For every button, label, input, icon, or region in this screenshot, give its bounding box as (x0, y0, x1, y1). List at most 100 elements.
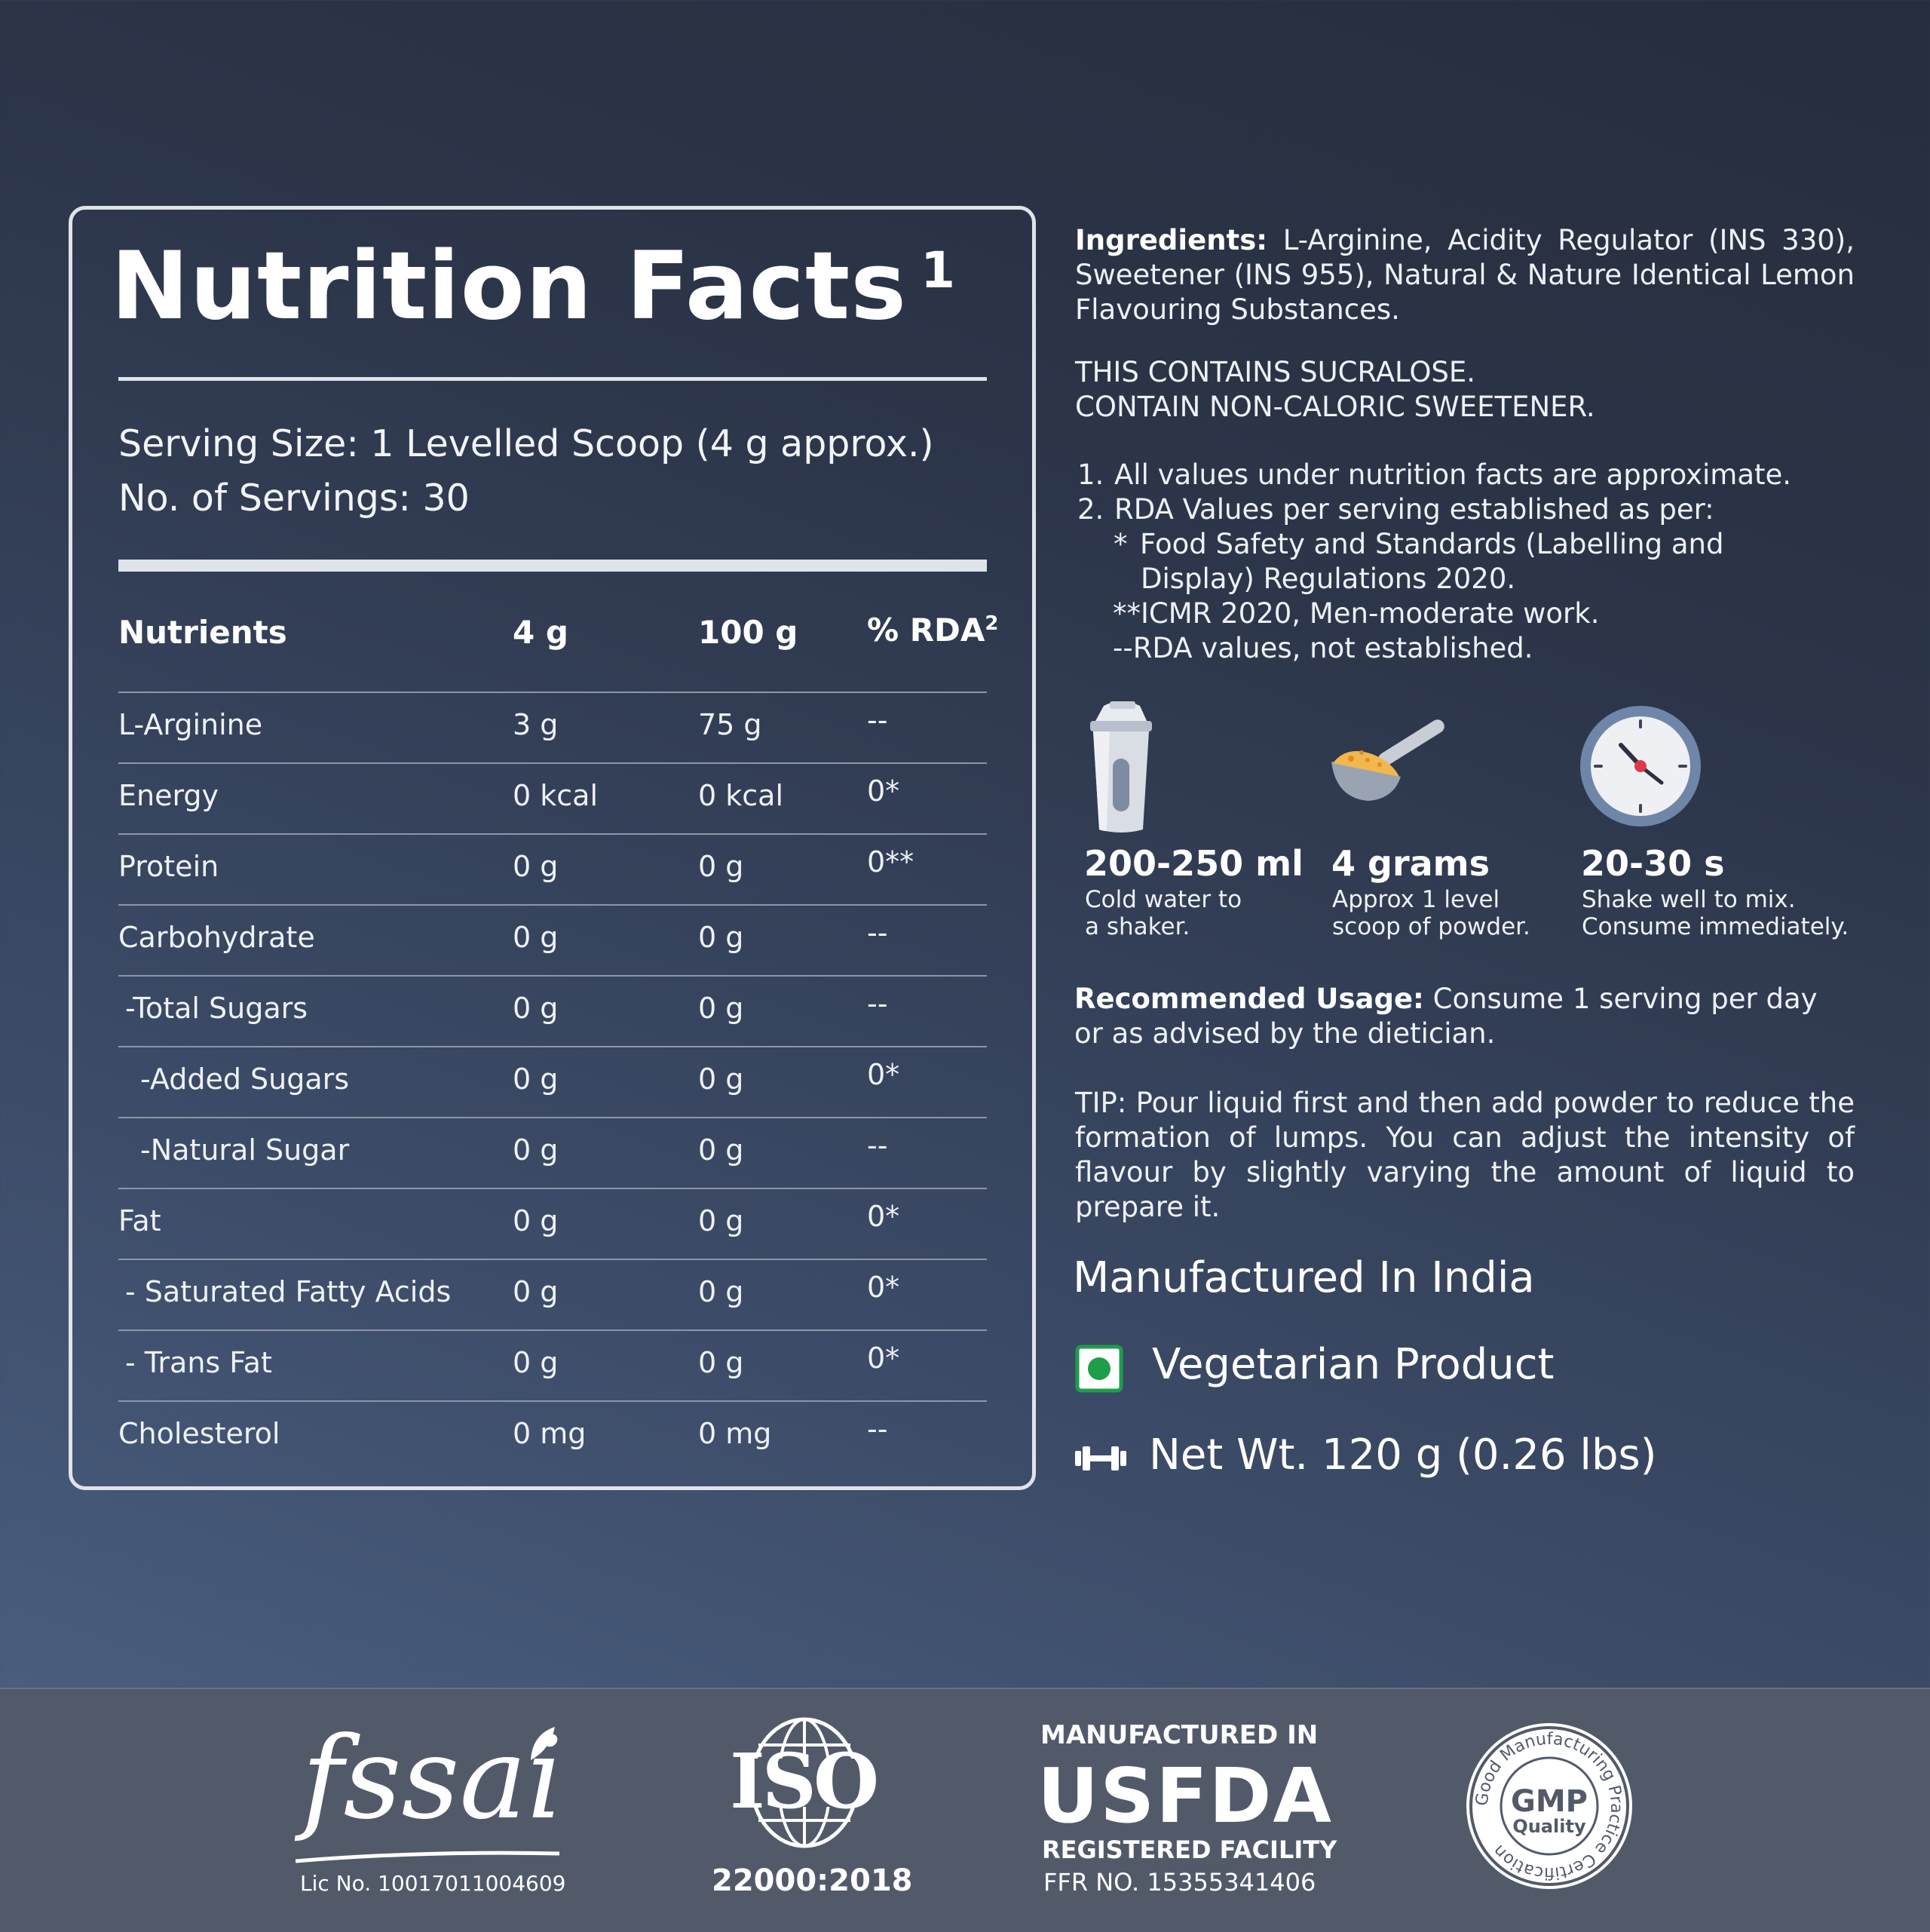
nutrient-name: -Added Sugars (140, 1063, 350, 1096)
header-per-4g: 4 g (513, 614, 568, 651)
fssai-underline-swoosh (295, 1849, 560, 1867)
nutrient-name: Energy (118, 779, 219, 812)
sweetener-warning: CONTAIN NON-CALORIC SWEETENER. (1075, 391, 1595, 423)
clock-icon (1579, 704, 1702, 831)
step-shake-desc-1: Shake well to mix. (1582, 886, 1796, 913)
nutrient-name: - Saturated Fatty Acids (125, 1275, 452, 1308)
sub-note-fssa-line1: Food Safety and Standards (Labelling and (1140, 528, 1724, 560)
value-rda: -- (867, 987, 888, 1020)
servings-count: No. of Servings: 30 (118, 477, 470, 520)
recommended-usage: Recommended Usage: Consume 1 serving per… (1074, 982, 1854, 1051)
sub-note-star: * (1114, 528, 1128, 560)
value-rda: -- (867, 1412, 888, 1446)
value-per-4g: 0 g (513, 1133, 559, 1167)
header-nutrients: Nutrients (118, 614, 287, 651)
value-per-100g: 0 g (698, 850, 744, 883)
dumbbell-icon (1075, 1443, 1126, 1477)
row-divider (118, 762, 987, 764)
value-per-4g: 0 g (513, 1275, 559, 1308)
nutrition-facts-title: Nutrition Facts 1 (111, 232, 957, 341)
step-powder-desc-1: Approx 1 level (1332, 886, 1500, 913)
usfda-manufactured-in: MANUFACTURED IN (1040, 1720, 1319, 1750)
manufactured-in-india: Manufactured In India (1073, 1253, 1535, 1302)
sub-note-fssa-line2: Display) Regulations 2020. (1141, 563, 1516, 595)
nutrient-name: Fat (118, 1204, 161, 1237)
row-divider (118, 1117, 987, 1118)
value-per-100g: 0 g (698, 1204, 744, 1237)
value-rda: 0** (867, 845, 914, 879)
recommended-usage-label: Recommended Usage: (1074, 983, 1424, 1015)
title-footnote-marker: 1 (921, 241, 957, 299)
note-1-text: All values under nutrition facts are app… (1114, 458, 1792, 491)
value-per-4g: 0 g (513, 921, 559, 954)
fssai-logo: fssai (302, 1713, 563, 1845)
usfda-logo: USFDA (1037, 1752, 1333, 1840)
nutrient-name: - Trans Fat (125, 1346, 272, 1379)
step-shake-value: 20-30 s (1581, 843, 1725, 884)
value-per-4g: 0 kcal (513, 779, 598, 812)
step-powder-desc-2: scoop of powder. (1332, 913, 1530, 940)
nutrient-name: Carbohydrate (118, 921, 315, 954)
note-2-number: 2. (1077, 493, 1104, 526)
value-per-4g: 3 g (513, 708, 559, 741)
nutrient-name: -Natural Sugar (140, 1133, 350, 1167)
nutrient-name: Protein (118, 850, 219, 883)
iso-globe-icon (725, 1715, 884, 1854)
ingredients-label: Ingredients: (1075, 224, 1268, 256)
iso-standard-code: 22000:2018 (712, 1863, 913, 1898)
sub-note-rda-not-established: --RDA values, not established. (1113, 632, 1533, 664)
gmp-sub-text: Quality (1512, 1816, 1586, 1837)
header-per-100g: 100 g (698, 614, 798, 651)
gmp-main-text: GMP (1511, 1784, 1588, 1819)
header-rda: % RDA2 (867, 612, 999, 649)
value-rda: -- (867, 704, 888, 737)
sub-note-icmr: **ICMR 2020, Men-moderate work. (1113, 597, 1600, 630)
ingredients-paragraph: Ingredients: L-Arginine, Acidity Regulat… (1075, 223, 1855, 327)
row-divider (118, 1329, 987, 1331)
title-divider (118, 377, 987, 381)
sucralose-warning: THIS CONTAINS SUCRALOSE. (1075, 356, 1476, 388)
value-per-100g: 75 g (698, 708, 762, 741)
nutrient-name: L-Arginine (118, 708, 263, 741)
ingredients-text: L-Arginine, Acidity Regulator (INS 330),… (1075, 224, 1855, 326)
row-divider (118, 1188, 987, 1189)
certification-footer (0, 1688, 1930, 1932)
row-divider (118, 1400, 987, 1402)
nutrition-facts-panel (69, 206, 1036, 1490)
usfda-registered-facility: REGISTERED FACILITY (1042, 1835, 1337, 1864)
step-water-desc-2: a shaker. (1085, 913, 1190, 940)
row-divider (118, 904, 987, 906)
nutrient-name: -Total Sugars (125, 992, 308, 1025)
note-2-text: RDA Values per serving established as pe… (1114, 493, 1714, 526)
value-rda: 0* (867, 774, 900, 808)
row-divider (118, 975, 987, 977)
gmp-seal-icon: Good Manufacturing Practice Certificatio… (1463, 1719, 1636, 1896)
serving-divider (118, 560, 987, 572)
value-per-4g: 0 g (513, 1063, 559, 1096)
value-rda: -- (867, 1129, 888, 1162)
step-shake-desc-2: Consume immediately. (1582, 913, 1849, 940)
usfda-ffr-number: FFR NO. 15355341406 (1043, 1868, 1316, 1897)
value-per-100g: 0 g (698, 1063, 744, 1096)
value-per-100g: 0 g (698, 1346, 744, 1379)
step-water-desc-1: Cold water to (1085, 886, 1242, 913)
step-water-value: 200-250 ml (1084, 843, 1304, 884)
value-rda: -- (867, 916, 888, 949)
value-per-100g: 0 g (698, 1133, 744, 1167)
value-per-4g: 0 mg (513, 1417, 587, 1450)
vegetarian-product: Vegetarian Product (1152, 1340, 1555, 1389)
row-divider (118, 1046, 987, 1047)
serving-size: Serving Size: 1 Levelled Scoop (4 g appr… (118, 422, 934, 465)
value-per-100g: 0 kcal (698, 779, 783, 812)
value-per-100g: 0 g (698, 921, 744, 954)
row-divider (118, 1259, 987, 1260)
row-divider (118, 833, 987, 835)
recommended-usage-text: Consume 1 serving per day or as advised … (1074, 983, 1818, 1050)
shaker-icon (1080, 700, 1163, 839)
value-rda: 0* (867, 1058, 900, 1091)
value-rda: 0* (867, 1342, 900, 1375)
preparation-tip: TIP: Pour liquid first and then add powd… (1075, 1087, 1855, 1223)
row-divider (118, 692, 987, 693)
net-weight: Net Wt. 120 g (0.26 lbs) (1149, 1431, 1657, 1480)
value-rda: 0* (867, 1271, 900, 1304)
